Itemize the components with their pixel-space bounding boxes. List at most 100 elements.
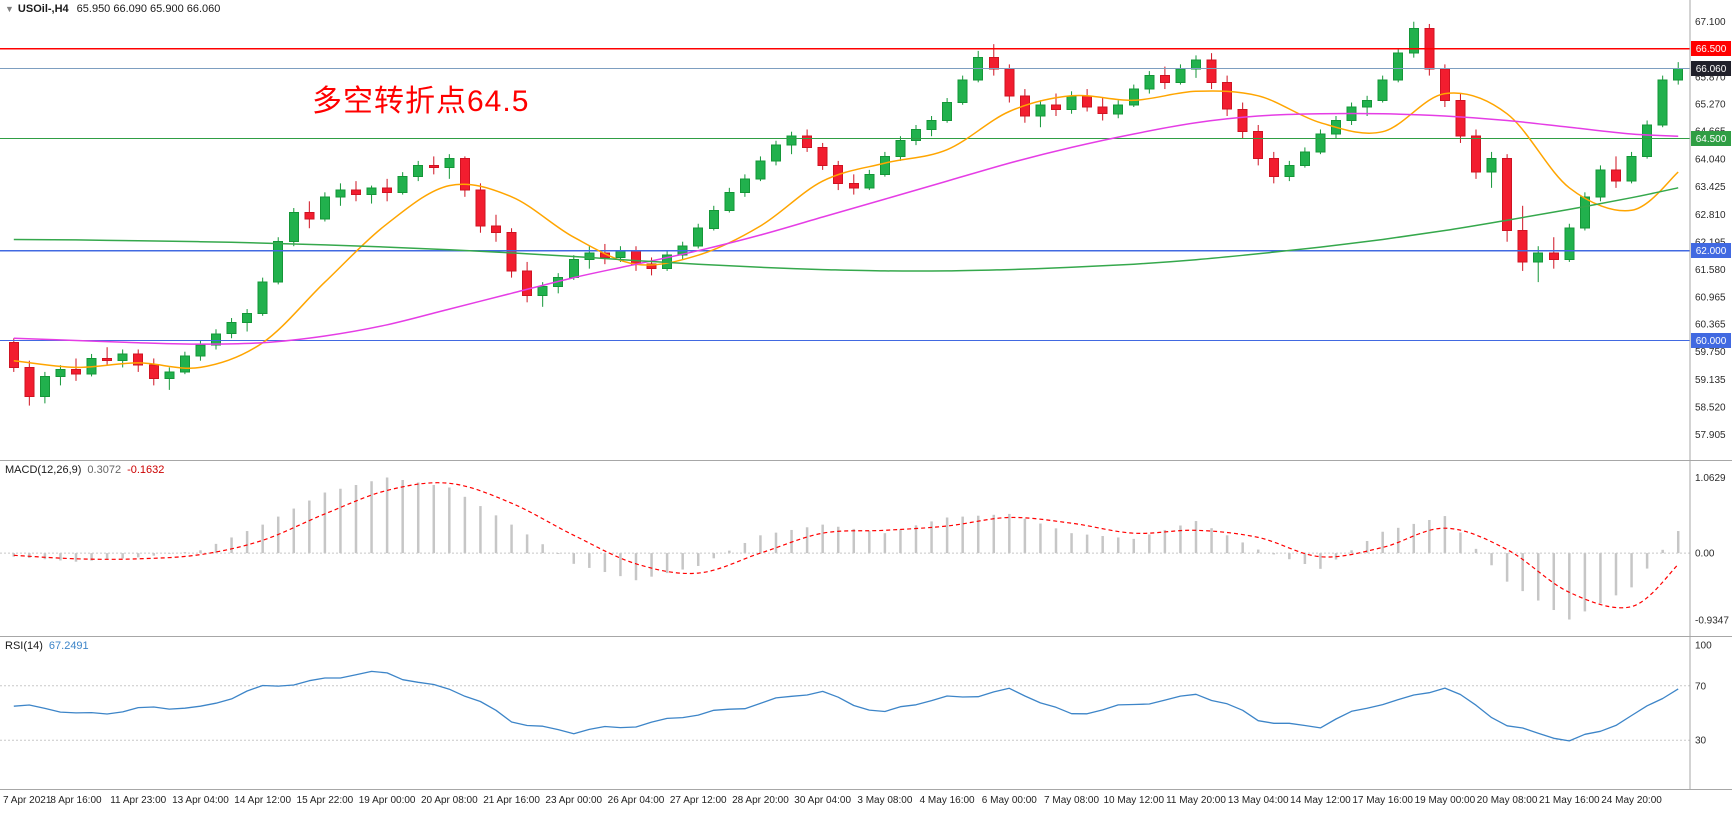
candle xyxy=(397,176,408,193)
macd-panel: 1.0629 0.00 -0.9347 MACD(12,26,9) 0.3072 -0.… xyxy=(0,461,1732,636)
price-tick-label: 62.195 xyxy=(1695,237,1726,248)
time-axis[interactable]: 7 Apr 2021 8 Apr 16:00 11 Apr 23:00 13 Apr … xyxy=(0,790,1732,818)
macd-tick-label: -0.9347 xyxy=(1695,615,1729,626)
candle xyxy=(475,189,486,227)
current-price-badge xyxy=(1691,60,1731,76)
candle xyxy=(257,281,268,315)
candle xyxy=(1144,75,1155,90)
candle xyxy=(1159,75,1170,83)
time-label: 21 Apr 16:00 xyxy=(483,795,540,806)
candle xyxy=(988,57,999,70)
candle xyxy=(1004,68,1015,97)
macd-signal-line xyxy=(13,482,1679,609)
rsi-tick-label: 100 xyxy=(1695,641,1712,652)
candle xyxy=(413,164,424,178)
candle xyxy=(1579,196,1590,229)
time-label: 14 Apr 12:00 xyxy=(234,795,292,806)
candle xyxy=(351,189,361,196)
current-price-badge-text: 66.060 xyxy=(1696,64,1727,75)
rsi-panel: 100 70 30 RSI(14) 67.2491 xyxy=(0,637,1732,789)
macd-label: MACD(12,26,9) xyxy=(5,464,82,476)
price-tick-label: 65.270 xyxy=(1695,99,1726,110)
candle xyxy=(1517,230,1528,263)
time-label: 11 May 20:00 xyxy=(1166,795,1226,806)
candle xyxy=(319,196,330,220)
time-label: 11 Apr 23:00 xyxy=(110,795,167,806)
time-label: 20 May 08:00 xyxy=(1476,795,1538,806)
rsi-label: RSI(14) xyxy=(5,640,43,652)
candle xyxy=(848,182,859,189)
price-badge-62.000-text: 62.000 xyxy=(1696,246,1727,257)
candle xyxy=(1611,169,1621,182)
candle xyxy=(242,313,253,324)
time-label: 17 May 16:00 xyxy=(1352,795,1413,806)
time-label: 20 Apr 08:00 xyxy=(420,795,478,806)
price-badge-64.500-text: 64.500 xyxy=(1696,134,1727,145)
candle xyxy=(491,225,501,234)
time-label: 7 Apr 2021 xyxy=(3,795,52,806)
ohlc-values: 65.950 66.090 65.900 66.060 xyxy=(76,3,221,15)
candle xyxy=(366,187,377,196)
time-label: 3 May 08:00 xyxy=(857,795,913,806)
candle xyxy=(164,371,175,380)
candle xyxy=(226,322,237,335)
time-label: 13 May 04:00 xyxy=(1227,795,1289,806)
candle xyxy=(864,173,875,189)
time-label: 26 Apr 04:00 xyxy=(607,795,665,806)
candle xyxy=(71,369,81,375)
panel-separator xyxy=(0,789,1732,790)
candle xyxy=(1222,81,1233,110)
candle xyxy=(739,178,750,193)
candle xyxy=(1362,99,1373,108)
price-tick-label: 61.580 xyxy=(1695,265,1726,276)
candle xyxy=(693,227,704,247)
macd-tick-label: 0.00 xyxy=(1695,549,1715,560)
rsi-canvas[interactable]: 100 70 30 xyxy=(0,637,1732,789)
candle xyxy=(1486,158,1497,173)
candle xyxy=(537,286,548,297)
candle xyxy=(1082,95,1093,108)
candle xyxy=(179,355,190,373)
candles xyxy=(8,21,1684,406)
candle xyxy=(926,120,937,130)
candle xyxy=(24,366,35,398)
price-badge-66.500 xyxy=(1691,41,1731,57)
candle xyxy=(8,342,19,368)
time-label: 6 May 00:00 xyxy=(981,795,1037,806)
candle xyxy=(817,146,828,166)
price-tick-label: 58.520 xyxy=(1695,402,1726,413)
macd-signal-value: -0.1632 xyxy=(127,464,165,476)
time-label: 13 Apr 04:00 xyxy=(172,795,229,806)
price-tick-label: 60.965 xyxy=(1695,293,1726,304)
candle xyxy=(55,369,66,377)
price-annotation: 多空转折点64.5 xyxy=(312,85,530,118)
candle xyxy=(1253,131,1264,160)
candle xyxy=(506,232,517,272)
candle xyxy=(1377,79,1388,101)
candle xyxy=(1502,158,1513,231)
candle xyxy=(1299,151,1310,166)
price-tick-label: 67.100 xyxy=(1695,17,1726,28)
time-label: 14 May 12:00 xyxy=(1290,795,1351,806)
macd-header: MACD(12,26,9) 0.3072 -0.1632 xyxy=(5,464,164,476)
candle xyxy=(724,191,735,211)
price-badge-60.000-text: 60.000 xyxy=(1696,336,1727,347)
price-tick-label: 65.870 xyxy=(1695,72,1726,83)
macd-canvas[interactable]: 1.0629 0.00 -0.9347 xyxy=(0,461,1732,636)
price-tick-label: 64.040 xyxy=(1695,155,1726,166)
ma-slow-line xyxy=(13,187,1679,272)
price-chart-canvas[interactable]: 67.10065.87065.27064.66564.04063.42562.8… xyxy=(0,0,1732,460)
price-badge-62.000 xyxy=(1691,243,1731,259)
time-label: 7 May 08:00 xyxy=(1044,795,1100,806)
panel-separator xyxy=(0,636,1732,637)
candle xyxy=(1284,164,1295,178)
candle xyxy=(584,252,595,261)
time-label: 19 Apr 00:00 xyxy=(358,795,416,806)
price-badge-64.500 xyxy=(1691,130,1731,146)
collapse-icon[interactable]: ▼ xyxy=(5,4,14,14)
candle xyxy=(1439,68,1450,101)
price-tick-label: 62.810 xyxy=(1695,210,1726,221)
macd-main-value: 0.3072 xyxy=(87,464,122,476)
candle xyxy=(1533,252,1544,263)
bottom-whitespace xyxy=(0,818,1732,838)
